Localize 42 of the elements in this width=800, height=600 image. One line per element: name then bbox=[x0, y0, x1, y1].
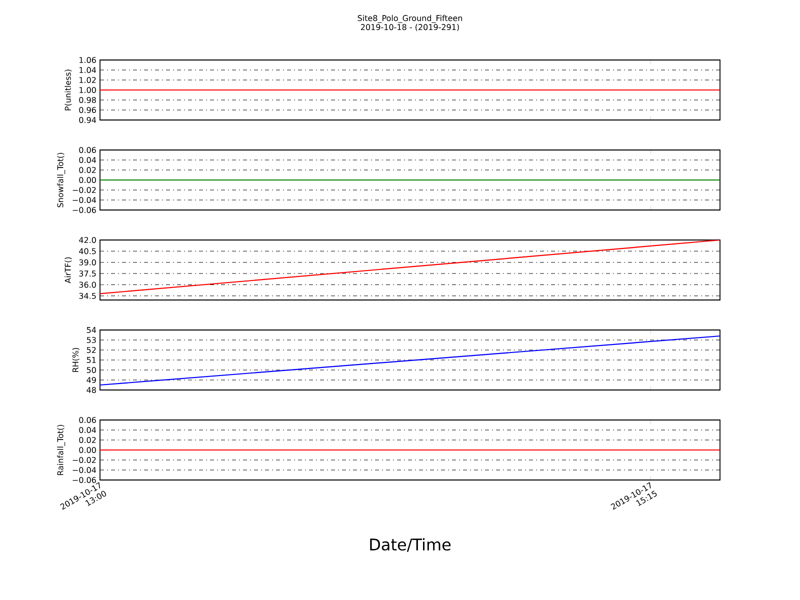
y-axis-title: P(unitless) bbox=[64, 70, 72, 110]
y-tick-label: 52 bbox=[86, 346, 96, 354]
y-tick-label: 0.94 bbox=[79, 116, 96, 124]
x-axis-title: Date/Time bbox=[370, 538, 451, 552]
y-tick-label: 1.06 bbox=[80, 56, 96, 64]
y-tick-label: 51 bbox=[86, 357, 96, 363]
y-tick-label: 0.96 bbox=[79, 106, 96, 114]
chart-subtitle: 2019-10-18 - (2019-291) bbox=[360, 24, 459, 32]
chart-title: Site8_Polo_Ground_Fifteen bbox=[358, 14, 462, 23]
y-tick-label: 48 bbox=[86, 386, 96, 394]
y-tick-label: 0.00 bbox=[79, 176, 96, 184]
y-tick-label: 53 bbox=[86, 336, 96, 344]
y-tick-label: 54 bbox=[86, 327, 96, 333]
y-tick-label: 40.5 bbox=[79, 248, 96, 254]
y-tick-label: −0.02 bbox=[72, 456, 96, 464]
y-tick-label: 36.0 bbox=[79, 282, 96, 288]
y-tick-label: 0.98 bbox=[79, 96, 96, 104]
y-tick-label: 0.00 bbox=[79, 446, 96, 454]
y-tick-label: 39.0 bbox=[79, 259, 96, 266]
y-tick-label: 34.5 bbox=[79, 292, 96, 299]
y-tick-label: −0.04 bbox=[72, 466, 96, 474]
y-tick-label: 49 bbox=[86, 376, 96, 384]
y-tick-label: 0.04 bbox=[79, 426, 96, 434]
y-tick-label: −0.06 bbox=[72, 206, 96, 214]
y-axis-title: Rainfall_Tot() bbox=[57, 424, 66, 475]
y-tick-label: 42.0 bbox=[79, 236, 96, 244]
y-tick-label: 37.5 bbox=[79, 270, 96, 277]
y-tick-label: 1.00 bbox=[80, 86, 96, 94]
y-tick-label: 0.02 bbox=[79, 436, 96, 444]
y-tick-label: 0.04 bbox=[79, 156, 96, 164]
y-tick-label: −0.02 bbox=[72, 186, 96, 194]
y-tick-label: 0.06 bbox=[79, 416, 96, 424]
y-axis-title: RH(%) bbox=[72, 348, 80, 372]
y-tick-label: 50 bbox=[86, 366, 96, 374]
y-tick-label: −0.04 bbox=[72, 196, 96, 204]
y-axis-title: AirTF() bbox=[64, 257, 72, 284]
y-tick-label: −0.06 bbox=[72, 476, 96, 484]
y-tick-label: 1.02 bbox=[80, 76, 96, 84]
y-axis-title: Snowfall_Tot() bbox=[57, 152, 66, 208]
y-tick-label: 0.02 bbox=[79, 166, 96, 174]
y-tick-label: 0.06 bbox=[79, 146, 96, 154]
y-tick-label: 1.04 bbox=[80, 66, 96, 74]
